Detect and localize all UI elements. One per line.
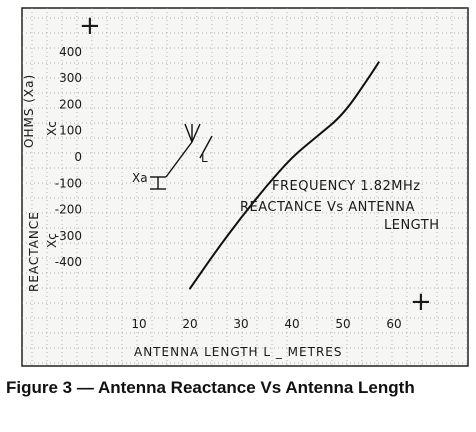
y-tick-label: -100 [55,176,82,190]
y-axis-xc-upper: Xc [45,121,59,136]
y-axis-title: REACTANCE [27,211,41,292]
plus-mark-bottom-right: + [410,287,432,317]
y-tick-label: -400 [55,255,82,269]
xa-label: Xa [132,171,148,185]
y-tick-label: 200 [59,97,82,111]
x-tick-label: 10 [131,317,146,331]
plus-mark-top-left: + [79,11,101,41]
annotation-reactance-vs-antenna: REACTANCE Vs ANTENNA [240,200,415,215]
x-axis-title: ANTENNA LENGTH L _ METRES [134,345,342,359]
y-tick-label: -200 [55,203,82,217]
x-tick-label: 60 [386,317,401,331]
x-tick-label: 50 [335,317,350,331]
series-layer [189,61,380,290]
annotation-frequency: FREQUENCY 1.82MHz [272,179,421,194]
reactance-curve [189,61,380,290]
y-tick-label: 400 [59,45,82,59]
y-tick-label: 0 [74,150,82,164]
x-tick-label: 30 [233,317,248,331]
l-label: L [201,151,208,165]
y-axis-title-upper: OHMS (Xa) [22,74,36,148]
annotation-length: LENGTH [384,218,440,233]
figure-caption: Figure 3 — Antenna Reactance Vs Antenna … [6,378,415,397]
y-tick-labels: 400 300 200 100 0 -100 -200 -300 -400 [55,45,82,269]
y-tick-label: -300 [55,229,82,243]
y-tick-label: 300 [59,71,82,85]
y-axis-xc-lower: Xc [45,233,59,248]
antenna-symbol: Xa L [132,123,213,190]
x-tick-label: 20 [182,317,197,331]
y-tick-label: 100 [59,124,82,138]
x-tick-labels: 10 20 30 40 50 60 [131,317,401,331]
x-tick-label: 40 [284,317,299,331]
plot-frame [21,7,469,367]
